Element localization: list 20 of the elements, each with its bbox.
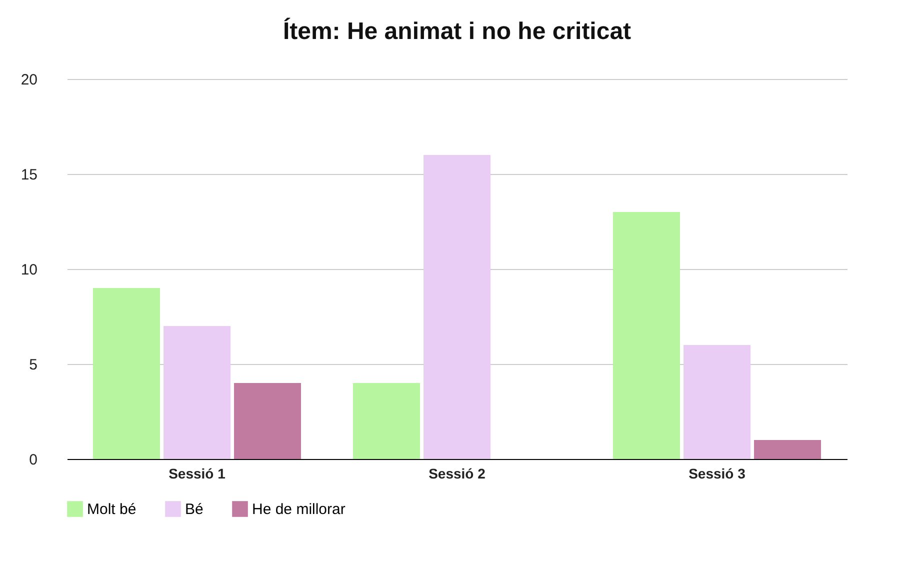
bar — [234, 383, 301, 459]
bar — [613, 212, 680, 459]
bar — [93, 288, 160, 459]
bar — [424, 155, 490, 459]
bar — [754, 440, 821, 459]
legend-label: Molt bé — [87, 501, 136, 518]
x-tick-label: Sessió 1 — [168, 466, 226, 482]
x-tick-label: Sessió 3 — [688, 466, 746, 482]
y-tick-label: 5 — [29, 356, 38, 374]
x-tick-label: Sessió 2 — [428, 466, 486, 482]
y-tick-label: 20 — [20, 72, 38, 88]
y-tick-label: 0 — [29, 452, 38, 468]
y-tick-label: 15 — [20, 166, 38, 184]
bar — [353, 383, 420, 459]
chart-title: Ítem: He animat i no he criticat — [282, 17, 632, 45]
bar — [164, 326, 230, 459]
legend-label: He de millorar — [252, 501, 346, 518]
bar — [684, 345, 750, 459]
legend-label: Bé — [185, 501, 204, 518]
y-tick-label: 10 — [20, 262, 38, 278]
